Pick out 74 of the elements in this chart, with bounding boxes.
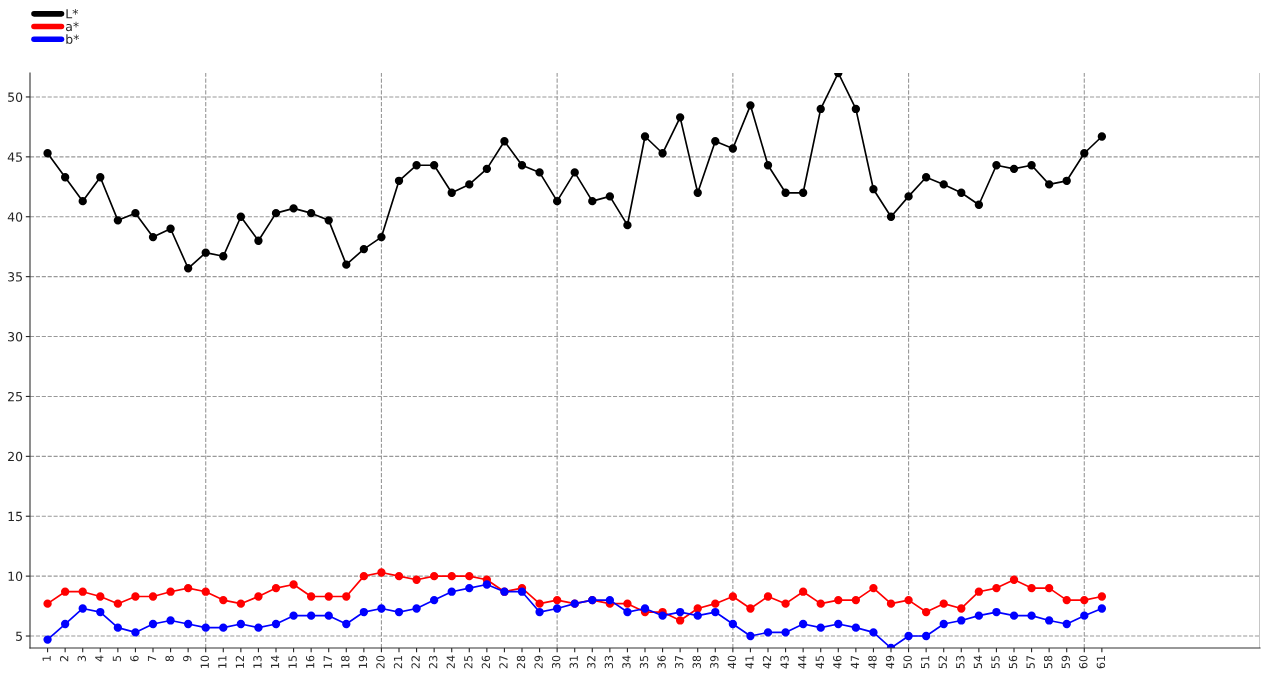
x-tick-label: 56 — [1008, 655, 1018, 669]
x-tick-label: 53 — [956, 655, 965, 669]
y-tick-label: 15 — [8, 511, 22, 522]
x-tick-label: 29 — [534, 655, 543, 669]
x-tick-label: 12 — [235, 656, 244, 668]
x-tick-label: 31 — [569, 655, 578, 669]
x-tick-label: 3 — [77, 655, 86, 662]
x-tick-label: 26 — [481, 655, 491, 669]
y-tick-label: 50 — [8, 92, 23, 102]
x-tick-label: 4 — [95, 655, 104, 662]
x-tick-label: 60 — [1079, 655, 1088, 669]
x-tick-label: 9 — [182, 655, 192, 662]
x-tick-label: 33 — [604, 655, 614, 669]
x-tick-label: 23 — [428, 655, 438, 669]
x-tick-label: 44 — [798, 655, 807, 669]
y-tick-label: 45 — [7, 152, 22, 162]
x-tick-label: 47 — [850, 655, 859, 669]
x-tick-label: 61 — [1096, 655, 1106, 669]
y-tick-label: 20 — [8, 451, 23, 462]
x-tick-label: 27 — [499, 655, 508, 669]
legend-label: b* — [66, 34, 80, 44]
y-tick-label: 30 — [8, 332, 23, 342]
x-tick-label: 37 — [674, 655, 684, 669]
x-tick-label: 34 — [622, 655, 631, 669]
x-tick-label: 14 — [270, 655, 280, 668]
x-tick-label: 24 — [446, 655, 455, 669]
x-tick-label: 35 — [639, 655, 649, 669]
x-tick-label: 54 — [973, 655, 983, 669]
x-tick-label: 49 — [885, 655, 895, 669]
x-tick-label: 42 — [762, 656, 772, 669]
x-tick-label: 55 — [991, 655, 1000, 669]
x-tick-label: 16 — [305, 655, 315, 668]
x-tick-label: 13 — [253, 655, 262, 668]
x-tick-label: 52 — [938, 656, 947, 669]
x-tick-label: 36 — [657, 655, 666, 669]
x-tick-label: 28 — [516, 655, 526, 669]
x-tick-label: 51 — [921, 655, 930, 669]
x-tick-label: 32 — [587, 656, 596, 669]
x-tick-label: 7 — [147, 655, 157, 662]
x-tick-label: 39 — [710, 655, 719, 669]
x-tick-label: 19 — [358, 655, 368, 668]
y-tick-label: 25 — [8, 391, 22, 402]
x-tick-label: 20 — [376, 655, 385, 669]
y-tick-label: 40 — [7, 212, 23, 222]
x-tick-label: 8 — [165, 655, 174, 662]
x-tick-label: 18 — [341, 655, 350, 668]
x-tick-label: 21 — [393, 655, 403, 669]
x-tick-label: 43 — [780, 655, 789, 669]
x-tick-label: 1 — [42, 655, 51, 661]
x-tick-label: 22 — [411, 656, 420, 669]
x-tick-label: 15 — [288, 655, 297, 668]
x-tick-label: 58 — [1043, 655, 1053, 669]
x-tick-label: 48 — [868, 655, 877, 669]
x-tick-label: 25 — [464, 655, 473, 669]
x-tick-label: 11 — [218, 655, 227, 668]
legend-label: a* — [65, 21, 79, 32]
x-tick-label: 57 — [1026, 655, 1035, 669]
x-tick-label: 40 — [727, 655, 737, 669]
x-tick-label: 46 — [833, 655, 842, 669]
x-tick-label: 38 — [692, 655, 701, 669]
x-tick-label: 6 — [130, 655, 139, 662]
x-tick-label: 50 — [903, 655, 912, 669]
x-tick-label: 41 — [745, 655, 754, 669]
x-tick-label: 2 — [59, 656, 69, 662]
x-tick-label: 5 — [112, 655, 122, 662]
y-tick-label: 5 — [16, 631, 22, 641]
y-tick-label: 35 — [8, 272, 22, 282]
x-tick-label: 59 — [1061, 655, 1070, 669]
x-tick-label: 10 — [200, 655, 209, 668]
y-tick-label: 10 — [8, 571, 23, 582]
legend-label: L* — [66, 8, 79, 19]
x-tick-label: 30 — [551, 655, 561, 669]
x-tick-label: 17 — [323, 655, 332, 668]
x-tick-label: 45 — [815, 655, 824, 669]
